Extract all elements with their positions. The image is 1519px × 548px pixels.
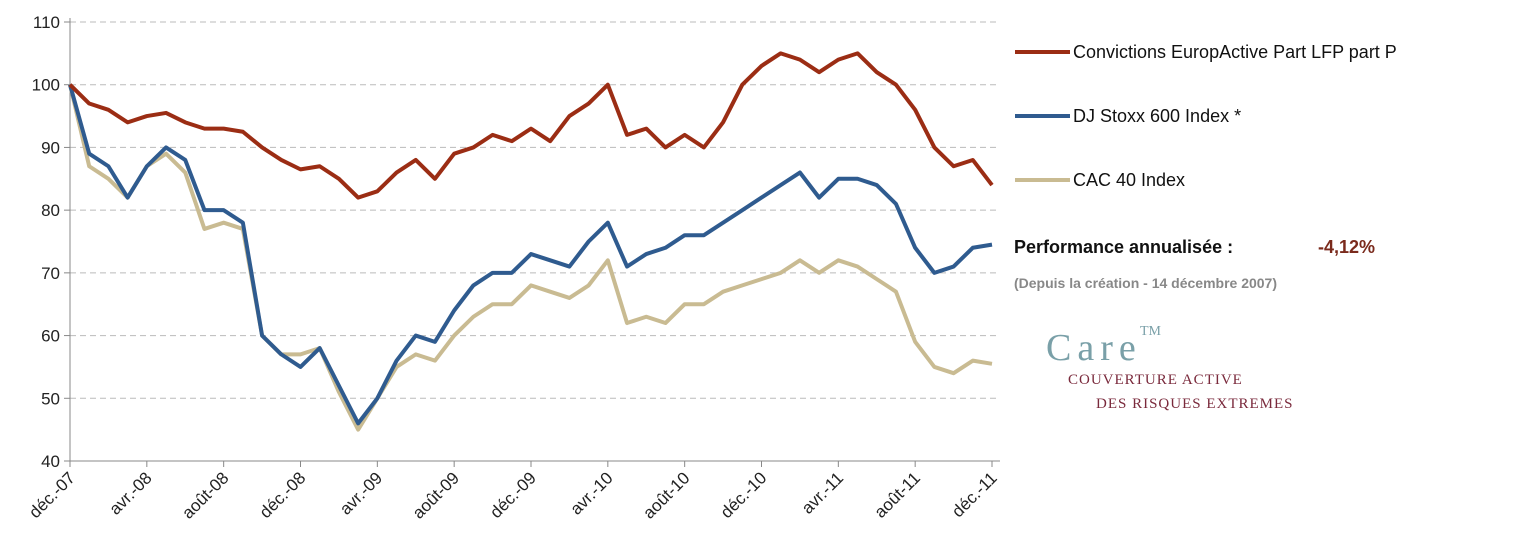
logo-line2: DES RISQUES EXTREMES <box>1096 396 1294 412</box>
x-tick-label: déc.-07 <box>25 468 79 522</box>
x-tick-label: déc.-08 <box>256 468 310 522</box>
y-tick-label: 70 <box>41 264 60 283</box>
performance-note: (Depuis la création - 14 décembre 2007) <box>1014 275 1277 291</box>
x-tick-label: août-10 <box>639 468 693 522</box>
y-tick-label: 90 <box>41 138 60 157</box>
x-tick-label: avr.-08 <box>105 468 155 518</box>
y-tick-label: 80 <box>41 201 60 220</box>
x-tick-label: avr.-10 <box>566 468 616 518</box>
x-tick-label: déc.-11 <box>948 468 1001 521</box>
performance-value: -4,12% <box>1318 237 1375 257</box>
x-tick-label: déc.-10 <box>717 468 771 522</box>
legend-label: Convictions EuropActive Part LFP part P <box>1073 42 1397 62</box>
y-tick-label: 40 <box>41 452 60 471</box>
y-tick-label: 100 <box>32 76 60 95</box>
x-tick-label: août-11 <box>871 468 924 521</box>
series-line <box>68 84 993 426</box>
x-tick-label: août-09 <box>409 468 463 522</box>
series-line <box>68 51 994 200</box>
x-tick-label: août-08 <box>178 468 232 522</box>
series-line <box>68 84 993 432</box>
x-tick-label: avr.-09 <box>336 468 386 518</box>
y-tick-label: 60 <box>41 327 60 346</box>
x-tick-label: avr.-11 <box>798 468 847 517</box>
performance-label: Performance annualisée : <box>1014 237 1233 257</box>
y-tick-label: 110 <box>33 13 60 32</box>
logo-mark: TM <box>1140 324 1162 339</box>
legend-label: CAC 40 Index <box>1073 170 1185 190</box>
legend-label: DJ Stoxx 600 Index * <box>1073 106 1241 126</box>
logo-name: Care <box>1046 327 1142 369</box>
logo-line1: COUVERTURE ACTIVE <box>1068 372 1243 388</box>
x-tick-label: déc.-09 <box>486 468 540 522</box>
y-tick-label: 50 <box>41 389 60 408</box>
